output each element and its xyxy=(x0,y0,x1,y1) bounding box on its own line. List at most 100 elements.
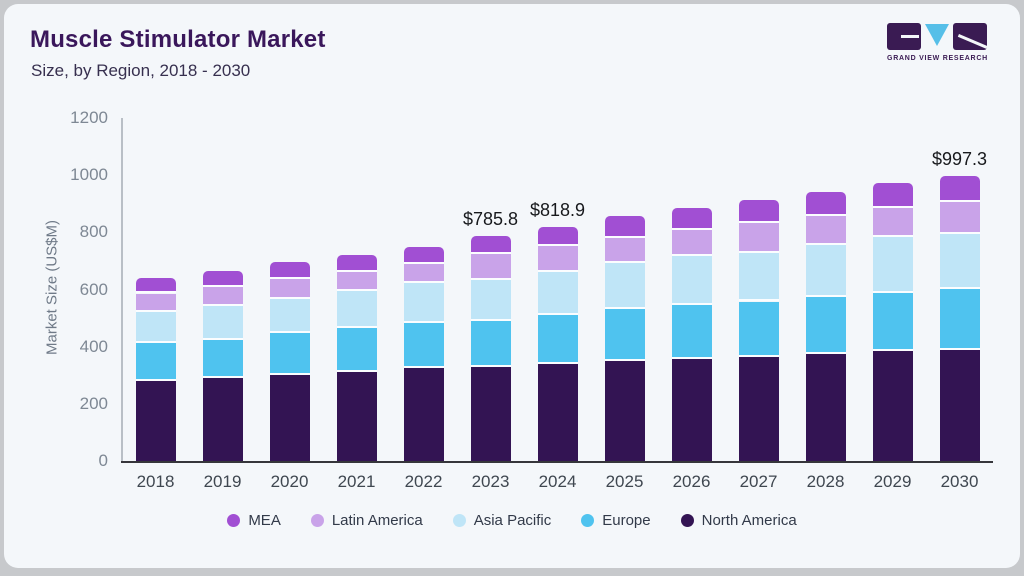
y-tick-label: 400 xyxy=(79,336,108,356)
legend-item-asia-pacific: Asia Pacific xyxy=(452,512,552,529)
x-tick-label: 2021 xyxy=(337,472,376,491)
logo-g-block xyxy=(887,23,921,50)
bar-segment-north-america-2028 xyxy=(805,353,846,461)
bar-segment-north-america-2024 xyxy=(537,364,578,461)
logo-caption: GRAND VIEW RESEARCH xyxy=(887,55,988,62)
bar-segment-latin-america-2024 xyxy=(537,246,578,273)
bar-segment-asia-pacific-2024 xyxy=(537,272,578,315)
bar-segment-asia-pacific-2028 xyxy=(805,245,846,298)
bar-segment-latin-america-2018 xyxy=(135,293,176,312)
y-tick-label: 200 xyxy=(79,393,108,413)
x-tick-label: 2024 xyxy=(538,472,577,491)
bar-segment-latin-america-2020 xyxy=(269,279,310,300)
x-tick-label: 2027 xyxy=(739,472,778,491)
bar-segment-asia-pacific-2021 xyxy=(336,290,377,329)
bar-segment-north-america-2026 xyxy=(671,358,712,461)
bar-segment-mea-2020 xyxy=(269,262,310,280)
page-title: Muscle Stimulator Market xyxy=(30,26,326,53)
bar-segment-mea-2022 xyxy=(403,246,444,265)
bar-segment-asia-pacific-2019 xyxy=(202,305,243,340)
gvr-logo: GRAND VIEW RESEARCH xyxy=(887,23,988,62)
bar-segment-asia-pacific-2022 xyxy=(403,283,444,324)
bar-segment-asia-pacific-2018 xyxy=(135,311,176,344)
bar-segment-north-america-2027 xyxy=(738,356,779,461)
y-tick-label: 1000 xyxy=(70,165,108,185)
page-subtitle: Size, by Region, 2018 - 2030 xyxy=(31,61,251,80)
report-card: Muscle Stimulator Market Size, by Region… xyxy=(4,4,1020,568)
legend-dot-icon xyxy=(227,514,241,527)
legend-item-latin-america: Latin America xyxy=(310,512,423,529)
bar-segment-europe-2018 xyxy=(135,343,176,381)
bar-segment-mea-2025 xyxy=(604,216,645,238)
bar-total-label: $818.9 xyxy=(529,199,586,220)
logo-g-bar xyxy=(901,35,919,38)
bar-segment-north-america-2029 xyxy=(872,351,913,461)
bar-total-label: $785.8 xyxy=(462,209,519,230)
bar-segment-mea-2021 xyxy=(336,254,377,273)
bar-segment-north-america-2019 xyxy=(202,378,243,461)
bar-segment-asia-pacific-2020 xyxy=(269,299,310,333)
bar-segment-north-america-2021 xyxy=(336,371,377,461)
y-tick-label: 1200 xyxy=(70,108,108,127)
legend-item-label: North America xyxy=(701,512,797,529)
bar-segment-latin-america-2022 xyxy=(403,264,444,284)
legend-item-label: MEA xyxy=(248,512,281,529)
bar-segment-mea-2023 xyxy=(470,236,511,254)
bar-segment-latin-america-2026 xyxy=(671,229,712,257)
legend-dot-icon xyxy=(310,514,324,527)
bar-segment-north-america-2020 xyxy=(269,374,310,461)
legend-dot-icon xyxy=(452,514,466,527)
logo-v-triangle-icon xyxy=(925,24,949,46)
bar-segment-latin-america-2027 xyxy=(738,222,779,253)
bar-segment-mea-2026 xyxy=(671,208,712,230)
x-tick-label: 2025 xyxy=(605,472,644,491)
gvr-logo-mark xyxy=(887,23,988,50)
bar-segment-europe-2028 xyxy=(805,297,846,354)
bar-segment-mea-2027 xyxy=(738,200,779,223)
x-tick-label: 2028 xyxy=(806,472,845,491)
bar-segment-latin-america-2030 xyxy=(939,201,980,234)
bar-segment-latin-america-2028 xyxy=(805,216,846,246)
bar-segment-asia-pacific-2029 xyxy=(872,236,913,293)
y-tick-label: 0 xyxy=(98,451,108,470)
x-tick-label: 2026 xyxy=(672,472,711,491)
x-tick-label: 2022 xyxy=(404,472,443,491)
legend-item-label: Asia Pacific xyxy=(473,512,552,529)
x-tick-label: 2023 xyxy=(471,472,510,491)
y-tick-label: 800 xyxy=(79,222,108,242)
legend-item-label: Latin America xyxy=(331,512,423,529)
bar-segment-europe-2027 xyxy=(738,301,779,357)
x-axis-line xyxy=(121,461,993,463)
bar-segment-mea-2029 xyxy=(872,183,913,209)
bar-segment-europe-2020 xyxy=(269,332,310,375)
bar-segment-mea-2018 xyxy=(135,277,176,294)
bar-segment-europe-2029 xyxy=(872,292,913,352)
x-tick-label: 2019 xyxy=(203,472,242,491)
x-tick-label: 2030 xyxy=(940,472,979,491)
bar-segment-north-america-2022 xyxy=(403,368,444,461)
bar-segment-asia-pacific-2026 xyxy=(671,256,712,305)
bar-segment-north-america-2030 xyxy=(939,349,980,461)
bar-segment-asia-pacific-2023 xyxy=(470,279,511,321)
logo-r-block xyxy=(953,23,987,50)
stacked-bar-chart: Market Size (US$M) 0 200 400 600 800 1000 1200… xyxy=(4,4,1020,568)
bar-segment-mea-2030 xyxy=(939,175,980,202)
bar-segment-north-america-2025 xyxy=(604,360,645,461)
legend-item-north-america: North America xyxy=(680,512,797,529)
bar-segment-latin-america-2019 xyxy=(202,286,243,306)
bar-segment-latin-america-2023 xyxy=(470,253,511,280)
bar-segment-latin-america-2021 xyxy=(336,272,377,291)
bar-segment-europe-2030 xyxy=(939,288,980,350)
bar-segment-asia-pacific-2025 xyxy=(604,263,645,309)
chart-legend: MEA Latin America Asia Pacific Europe North … xyxy=(4,512,1020,529)
bar-segment-mea-2024 xyxy=(537,226,578,247)
bar-segment-latin-america-2025 xyxy=(604,237,645,264)
x-tick-label: 2018 xyxy=(136,472,175,491)
y-tick-label: 600 xyxy=(79,279,108,299)
bar-segment-europe-2025 xyxy=(604,308,645,361)
bar-segment-asia-pacific-2030 xyxy=(939,233,980,289)
legend-item-label: Europe xyxy=(602,512,651,529)
bar-segment-north-america-2018 xyxy=(135,380,176,461)
legend-dot-icon xyxy=(581,514,595,527)
bar-segment-europe-2026 xyxy=(671,304,712,359)
